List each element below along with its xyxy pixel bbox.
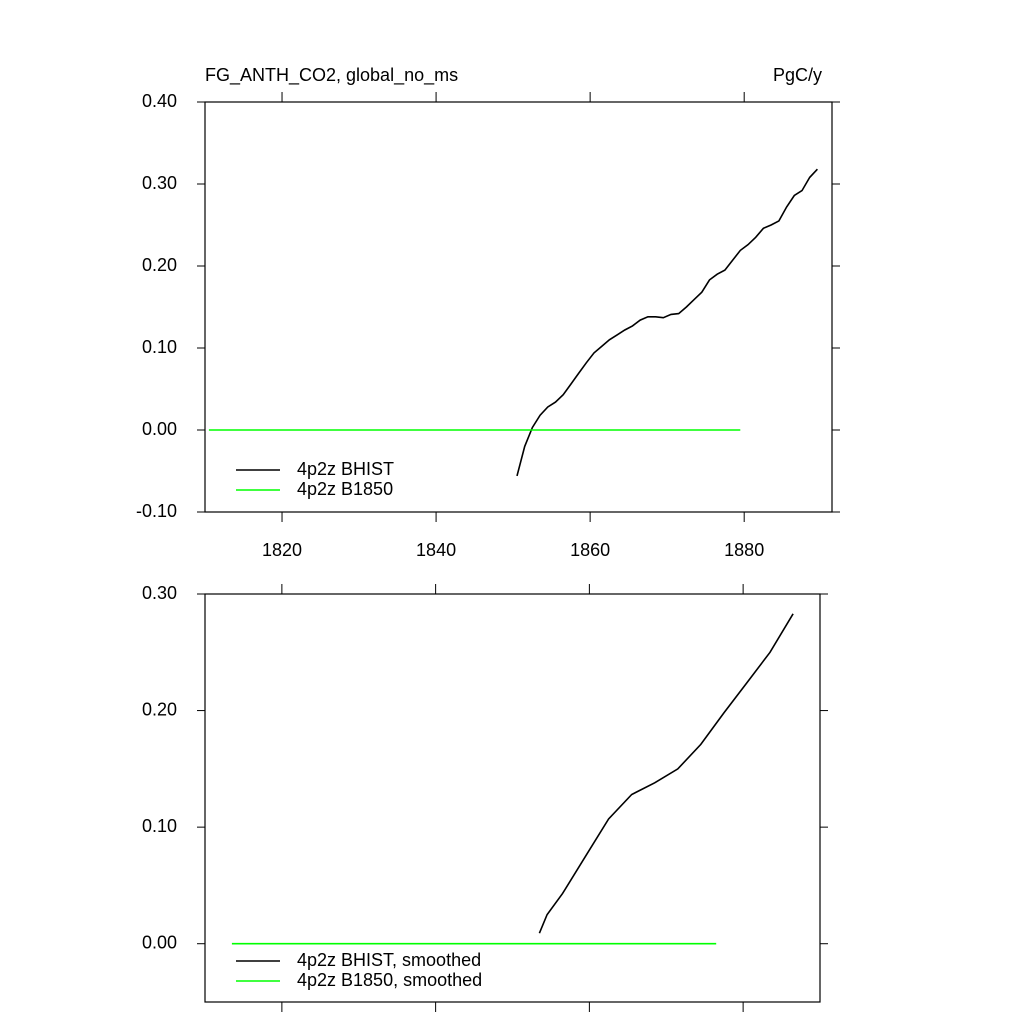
plot-frame xyxy=(204,593,821,1003)
x-tick-label: 1820 xyxy=(262,540,302,560)
legend-label: 4p2z BHIST xyxy=(297,459,394,479)
x-tick-label: 1840 xyxy=(416,540,456,560)
legend-label: 4p2z B1850 xyxy=(297,479,393,499)
y-tick-label: 0.00 xyxy=(142,932,177,952)
y-tick-label: 0.10 xyxy=(142,816,177,836)
y-tick-label: 0.20 xyxy=(142,255,177,275)
y-tick-label: 0.30 xyxy=(142,173,177,193)
y-tick-label: 0.00 xyxy=(142,419,177,439)
y-tick-label: 0.10 xyxy=(142,337,177,357)
y-tick-label: 0.20 xyxy=(142,699,177,719)
units-label: PgC/y xyxy=(773,65,822,85)
chart-title: FG_ANTH_CO2, global_no_ms xyxy=(205,65,458,86)
legend-label: 4p2z B1850, smoothed xyxy=(297,970,482,990)
data-line xyxy=(538,613,794,934)
x-tick-label: 1880 xyxy=(724,540,764,560)
data-line xyxy=(516,168,818,477)
y-tick-label: 0.30 xyxy=(142,583,177,603)
x-tick-label: 1860 xyxy=(570,540,610,560)
y-tick-label: 0.40 xyxy=(142,91,177,111)
y-tick-label: -0.10 xyxy=(136,501,177,521)
plot-frame xyxy=(204,101,833,513)
legend-label: 4p2z BHIST, smoothed xyxy=(297,950,481,970)
